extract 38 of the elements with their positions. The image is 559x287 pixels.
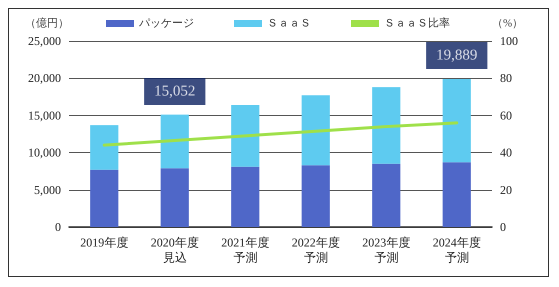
bar [90, 170, 118, 227]
y-tick-label: 20,000 [28, 71, 61, 86]
y-tick-label: 0 [55, 220, 61, 234]
y2-axis-title: （%） [492, 18, 524, 30]
y2-tick-label: 0 [500, 220, 506, 234]
x-tick-label: 2020年度見込 [150, 236, 199, 264]
y2-tick-label: 100 [500, 34, 518, 48]
y2-tick-label: 40 [500, 146, 512, 160]
bar [442, 78, 471, 162]
x-tick-label: 2024年度予測 [432, 236, 481, 264]
y-axis-title: （億円） [25, 16, 69, 30]
bar [302, 95, 330, 166]
x-tick-label: 2021年度予測 [221, 236, 270, 264]
annotation: 19,889 [436, 48, 478, 64]
y-tick-label: 15,000 [28, 108, 61, 122]
bar [372, 87, 400, 164]
bar [231, 166, 260, 227]
x-tick-label: 2022年度予測 [292, 236, 340, 264]
y2-tick-label: 80 [500, 71, 512, 86]
annotation: 15,052 [154, 84, 196, 100]
y2-tick-label: 20 [500, 182, 512, 197]
bar [302, 165, 330, 227]
bar [90, 125, 118, 170]
y-tick-label: 10,000 [28, 146, 61, 160]
legend-label: ＳａａＳ比率 [384, 16, 450, 30]
x-tick-label: 2023年度予測 [362, 236, 410, 264]
line-series [102, 121, 458, 147]
bar [231, 104, 260, 167]
legend-label: ＳａａＳ [267, 18, 311, 30]
bar [372, 164, 400, 227]
bar [160, 114, 189, 168]
bar [442, 162, 471, 227]
bar [160, 168, 189, 227]
x-tick-label: 2019年度 [80, 236, 128, 250]
legend-label: パッケージ [138, 18, 194, 30]
y-tick-label: 5,000 [34, 182, 61, 197]
y2-tick-label: 60 [500, 108, 512, 122]
y-tick-label: 25,000 [28, 34, 61, 48]
